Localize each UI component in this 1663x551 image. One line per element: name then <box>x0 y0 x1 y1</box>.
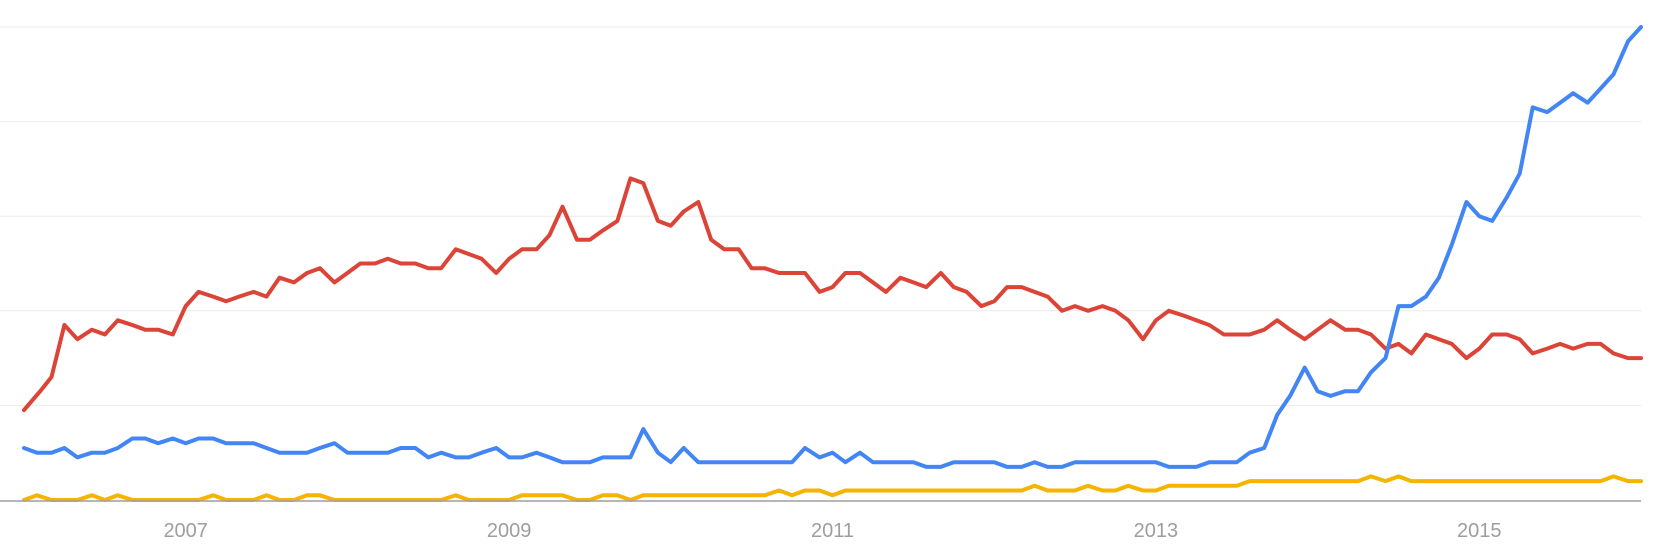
x-tick-label-2013: 2013 <box>1134 520 1179 542</box>
x-tick-label-2011: 2011 <box>811 520 854 542</box>
series-lines <box>22 25 1643 502</box>
x-tick-label-2009: 2009 <box>487 520 532 542</box>
x-tick-label-2007: 2007 <box>163 520 208 542</box>
series-line-2 <box>22 25 1643 469</box>
series-line-1 <box>22 176 1643 413</box>
x-tick-label-2015: 2015 <box>1457 520 1502 542</box>
gridlines <box>0 26 1641 406</box>
series-line-3 <box>22 474 1643 502</box>
x-axis-tick-labels: 2007 2009 2011 2013 2015 <box>163 520 1501 542</box>
